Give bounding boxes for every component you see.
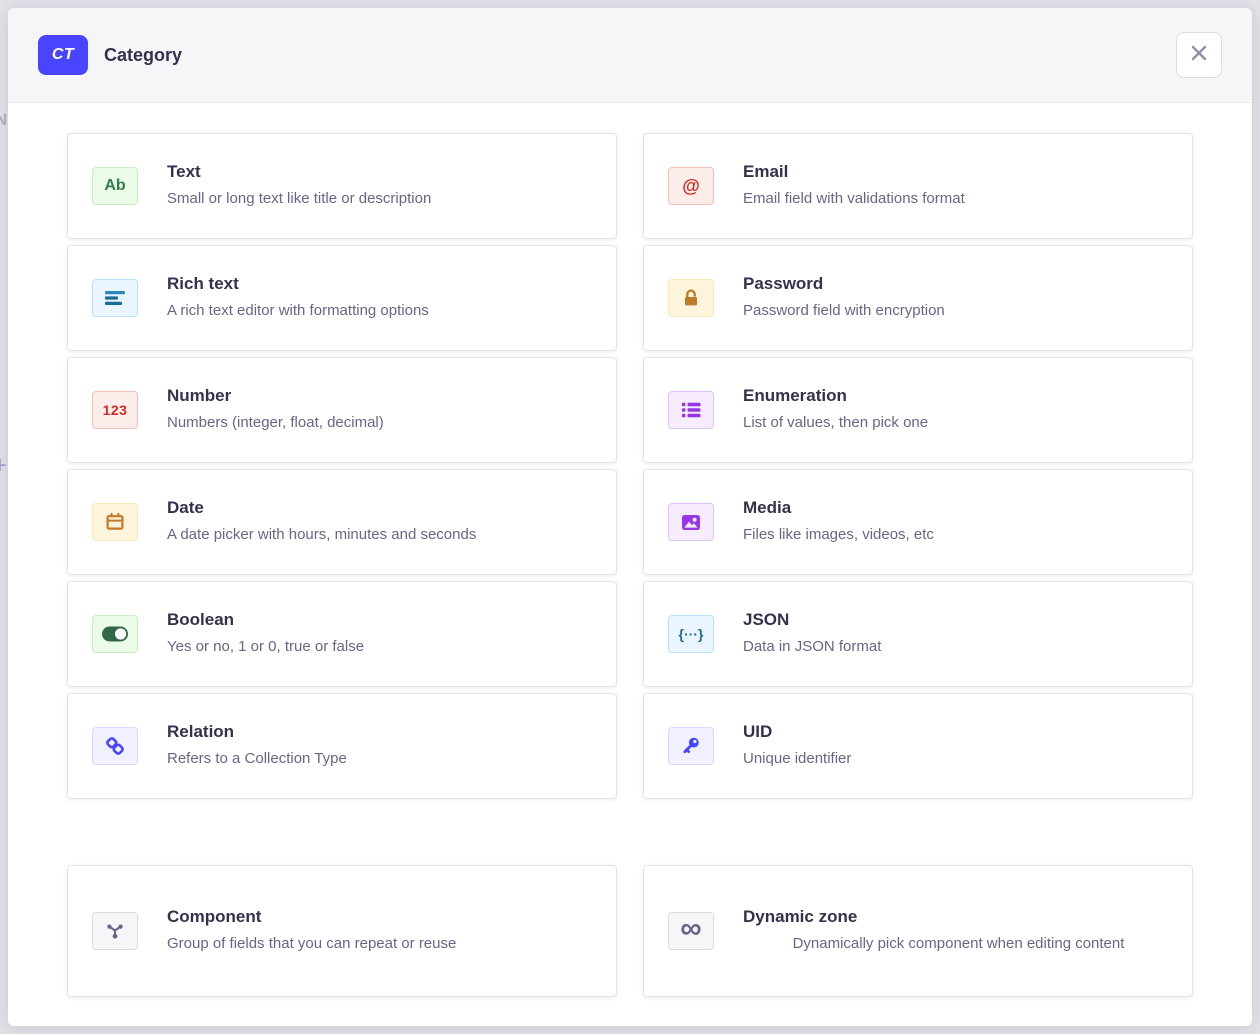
media-picture-icon bbox=[668, 503, 714, 541]
field-description: A rich text editor with formatting optio… bbox=[167, 301, 429, 319]
field-card-uid[interactable]: UID Unique identifier bbox=[643, 693, 1193, 799]
field-card-email[interactable]: @ Email Email field with validations for… bbox=[643, 133, 1193, 239]
email-field-icon: @ bbox=[668, 167, 714, 205]
field-description: Password field with encryption bbox=[743, 301, 945, 319]
modal-title: Category bbox=[104, 44, 183, 65]
field-title: Relation bbox=[167, 721, 235, 741]
field-card-component[interactable]: Component Group of fields that you can r… bbox=[67, 865, 617, 997]
field-description: Dynamically pick component when editing … bbox=[792, 934, 1125, 952]
dynamic-zone-infinity-icon: ∞ bbox=[668, 912, 714, 950]
close-button[interactable] bbox=[1176, 32, 1222, 78]
field-description: Files like images, videos, etc bbox=[743, 525, 934, 543]
field-description: Yes or no, 1 or 0, true or false bbox=[167, 637, 365, 655]
modal-header: CT Category bbox=[8, 8, 1252, 103]
field-title: Enumeration bbox=[743, 385, 847, 405]
field-description: Refers to a Collection Type bbox=[167, 749, 347, 767]
field-description: List of values, then pick one bbox=[743, 413, 929, 431]
field-description: Group of fields that you can repeat or r… bbox=[167, 934, 457, 952]
field-title: Rich text bbox=[167, 273, 239, 293]
field-title: Password bbox=[743, 273, 824, 293]
field-card-enumeration[interactable]: Enumeration List of values, then pick on… bbox=[643, 357, 1193, 463]
field-card-date[interactable]: Date A date picker with hours, minutes a… bbox=[67, 469, 617, 575]
close-icon bbox=[1188, 42, 1210, 69]
field-title: Media bbox=[743, 497, 792, 517]
backdrop-text-fragment: N bbox=[0, 110, 8, 129]
field-type-modal: CT Category Ab Text Small or long text l… bbox=[8, 8, 1252, 1026]
field-title: Dynamic zone bbox=[743, 906, 858, 926]
field-description: Unique identifier bbox=[743, 749, 852, 767]
field-title: Email bbox=[743, 161, 789, 181]
component-nodes-icon bbox=[92, 912, 138, 950]
field-type-list: Ab Text Small or long text like title or… bbox=[8, 103, 1252, 1026]
field-card-relation[interactable]: Relation Refers to a Collection Type bbox=[67, 693, 617, 799]
field-title: Boolean bbox=[167, 609, 235, 629]
field-description: A date picker with hours, minutes and se… bbox=[167, 525, 477, 543]
backdrop-plus-fragment: + bbox=[0, 452, 8, 479]
field-title: Text bbox=[167, 161, 201, 181]
enumeration-list-icon bbox=[668, 391, 714, 429]
field-card-text[interactable]: Ab Text Small or long text like title or… bbox=[67, 133, 617, 239]
content-type-badge: CT bbox=[38, 35, 88, 75]
rich-text-icon bbox=[92, 279, 138, 317]
uid-key-icon bbox=[668, 727, 714, 765]
password-lock-icon bbox=[668, 279, 714, 317]
field-card-password[interactable]: Password Password field with encryption bbox=[643, 245, 1193, 351]
field-description: Numbers (integer, float, decimal) bbox=[167, 413, 384, 431]
calendar-icon bbox=[92, 503, 138, 541]
field-card-boolean[interactable]: Boolean Yes or no, 1 or 0, true or false bbox=[67, 581, 617, 687]
field-card-media[interactable]: Media Files like images, videos, etc bbox=[643, 469, 1193, 575]
field-description: Data in JSON format bbox=[743, 637, 882, 655]
field-title: Number bbox=[167, 385, 232, 405]
field-description: Small or long text like title or descrip… bbox=[167, 189, 432, 207]
field-title: JSON bbox=[743, 609, 790, 629]
field-card-rich-text[interactable]: Rich text A rich text editor with format… bbox=[67, 245, 617, 351]
field-title: UID bbox=[743, 721, 773, 741]
relation-chain-icon bbox=[92, 727, 138, 765]
json-braces-icon: {···} bbox=[668, 615, 714, 653]
field-title: Date bbox=[167, 497, 204, 517]
boolean-toggle-icon bbox=[92, 615, 138, 653]
text-field-icon: Ab bbox=[92, 167, 138, 205]
field-card-number[interactable]: 123 Number Numbers (integer, float, deci… bbox=[67, 357, 617, 463]
field-description: Email field with validations format bbox=[743, 189, 965, 207]
field-card-dynamic-zone[interactable]: ∞ Dynamic zone Dynamically pick componen… bbox=[643, 865, 1193, 997]
field-title: Component bbox=[167, 906, 262, 926]
field-card-json[interactable]: {···} JSON Data in JSON format bbox=[643, 581, 1193, 687]
number-field-icon: 123 bbox=[92, 391, 138, 429]
